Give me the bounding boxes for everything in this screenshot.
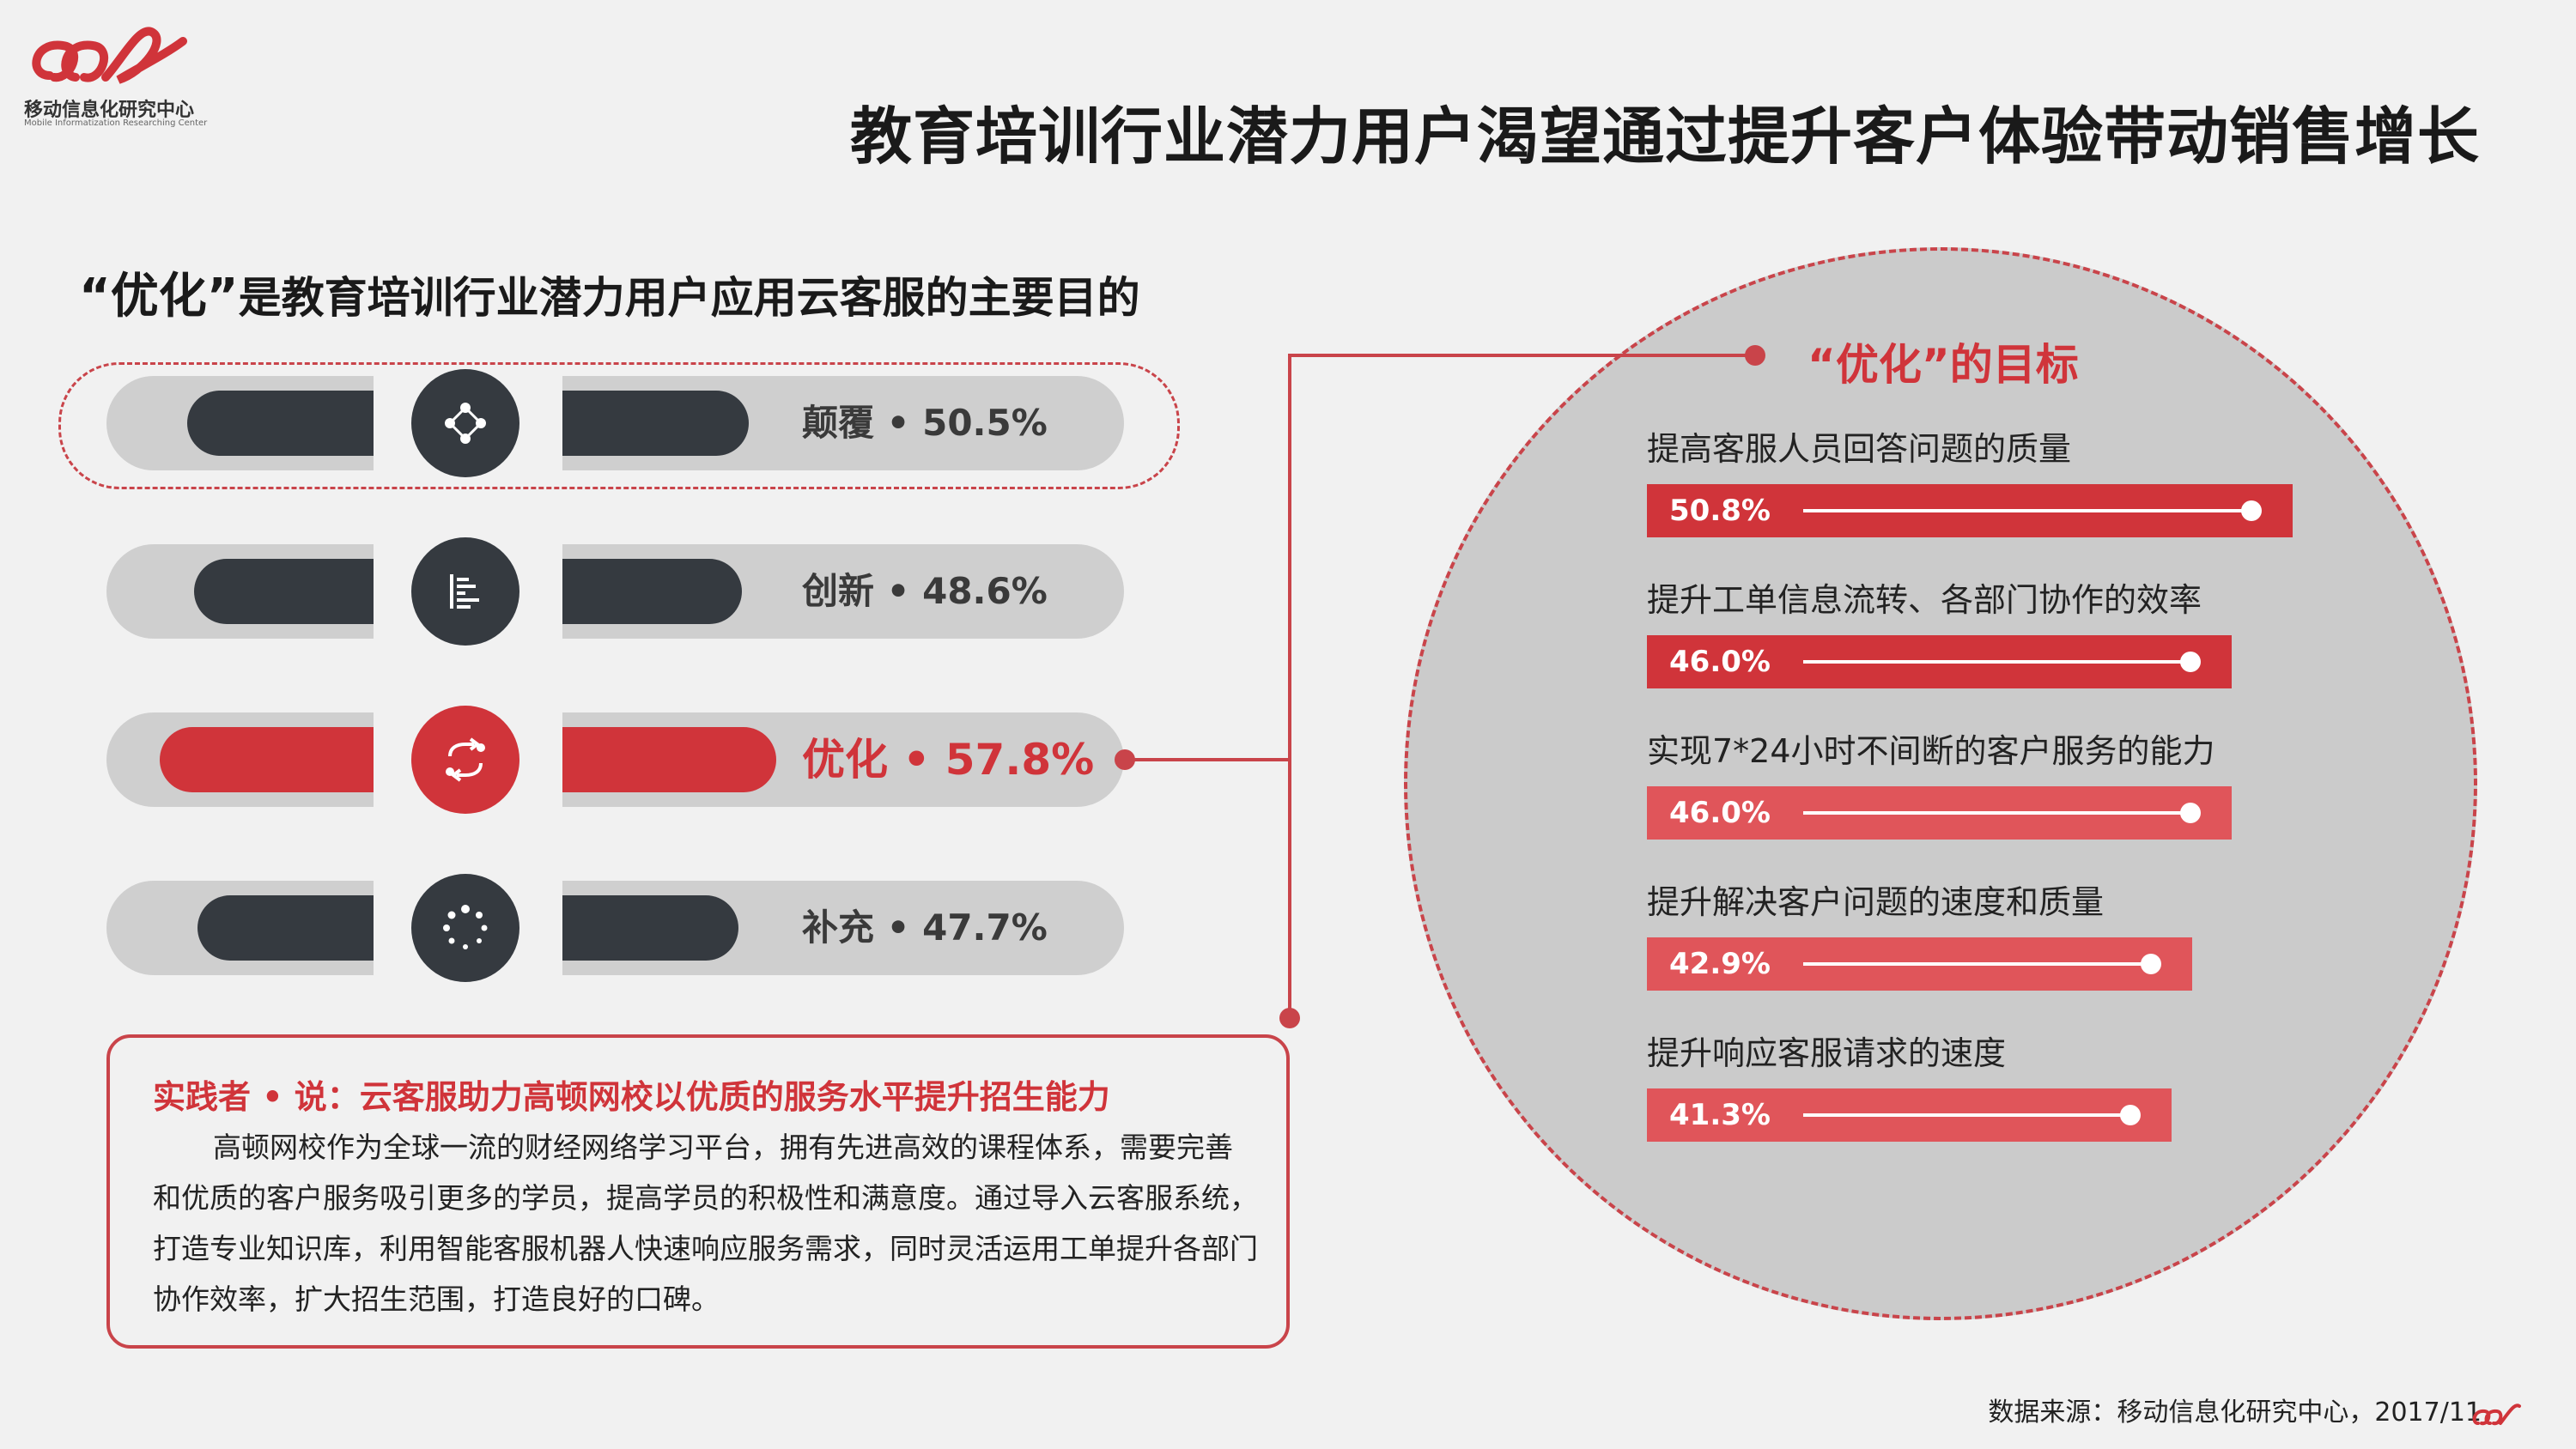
bar-left-segment [186, 391, 374, 456]
bar-right-segment [562, 559, 742, 624]
goal-bar-knob [2140, 954, 2161, 974]
goal-label: 提高客服人员回答问题的质量 [1647, 430, 2072, 468]
bar-row: 创新 • 48.6% [106, 537, 1124, 646]
bar-row: 颠覆 • 50.5% [106, 369, 1124, 477]
highlight-outline [58, 362, 1180, 489]
refresh-icon [411, 706, 519, 814]
goal-value: 50.8% [1669, 494, 1771, 528]
connector-dot-left [1115, 749, 1135, 770]
goal-bar: 50.8% [1647, 484, 2293, 537]
bar-row: 补充 • 47.7% [106, 874, 1124, 982]
subtitle-quote: “优化” [79, 269, 239, 324]
connector-line-vertical [1288, 354, 1291, 1018]
bar-row: 优化 • 57.8% [106, 706, 1124, 814]
goal-bar-knob [2120, 1105, 2142, 1125]
goal-bar-line [1803, 509, 2251, 512]
goal-label: 实现7*24小时不间断的客户服务的能力 [1647, 732, 2215, 770]
bar-right-segment [562, 895, 739, 961]
bar-left-segment [160, 727, 374, 792]
bar-label: 补充 • 47.7% [802, 906, 1048, 949]
goals-circle [1404, 247, 2477, 1320]
goal-bar: 46.0% [1647, 635, 2232, 688]
bar-right-segment [562, 727, 776, 792]
bar-label: 优化 • 57.8% [802, 735, 1095, 785]
goal-bar: 46.0% [1647, 786, 2232, 840]
goal-bar-line [1803, 660, 2190, 664]
goal-bar-line [1803, 962, 2151, 966]
bar-left-segment [197, 895, 374, 961]
goal-label: 提升响应客服请求的速度 [1647, 1034, 2007, 1072]
connector-line [1132, 758, 1291, 761]
corner-logo [2471, 1397, 2523, 1435]
goal-label: 提升解决客户问题的速度和质量 [1647, 883, 2105, 921]
goals-title-text: “优化”的目标 [1807, 340, 2079, 390]
bar-right-segment [562, 391, 750, 456]
goal-bar: 42.9% [1647, 937, 2192, 991]
network-icon [411, 369, 519, 477]
loading-icon [411, 874, 519, 982]
data-source: 数据来源：移动信息化研究中心，2017/11 [1988, 1397, 2482, 1428]
goal-bar-line [1803, 811, 2190, 815]
goal-bar-knob [2240, 500, 2262, 521]
goal-bar-knob [2179, 652, 2201, 672]
goal-bar-knob [2179, 803, 2201, 823]
goal-bar: 41.3% [1647, 1088, 2172, 1142]
subtitle-text: 是教育培训行业潜力用户应用云客服的主要目的 [238, 273, 1140, 323]
connector-dot-top [1745, 345, 1765, 366]
goal-value: 46.0% [1669, 645, 1771, 679]
practitioner-body: 高顿网校作为全球一流的财经网络学习平台，拥有先进高效的课程体系，需要完善和优质的… [153, 1131, 1258, 1316]
logo-subtext: Mobile Informatization Researching Cente… [24, 118, 208, 128]
goal-bar-line [1803, 1113, 2131, 1117]
align-left-icon [411, 537, 519, 646]
logo-text: 移动信息化研究中心 [24, 100, 195, 121]
connector-dot-bottom [1279, 1008, 1300, 1028]
bar-label: 颠覆 • 50.5% [802, 402, 1048, 444]
goal-value: 41.3% [1669, 1098, 1771, 1132]
bar-left-segment [194, 559, 374, 624]
goals-title: “优化”的目标 [1807, 330, 2079, 392]
page-title: 教育培训行业潜力用户渴望通过提升客户体验带动销售增长 [849, 100, 2480, 173]
goal-value: 46.0% [1669, 796, 1771, 830]
practitioner-title: 实践者 • 说：云客服助力高顿网校以优质的服务水平提升招生能力 [153, 1078, 1110, 1116]
practitioner-box: 实践者 • 说：云客服助力高顿网校以优质的服务水平提升招生能力 高顿网校作为全球… [106, 1034, 1290, 1349]
logo-mark-icon [32, 27, 187, 84]
logo: 移动信息化研究中心 Mobile Informatization Researc… [24, 15, 208, 136]
goal-label: 提升工单信息流转、各部门协作的效率 [1647, 581, 2202, 619]
bar-label: 创新 • 48.6% [802, 570, 1048, 612]
corner-logo-icon [2472, 1404, 2521, 1426]
section-subtitle: “优化”是教育培训行业潜力用户应用云客服的主要目的 [79, 258, 1140, 327]
goal-value: 42.9% [1669, 947, 1771, 981]
connector-line-top [1288, 354, 1755, 357]
